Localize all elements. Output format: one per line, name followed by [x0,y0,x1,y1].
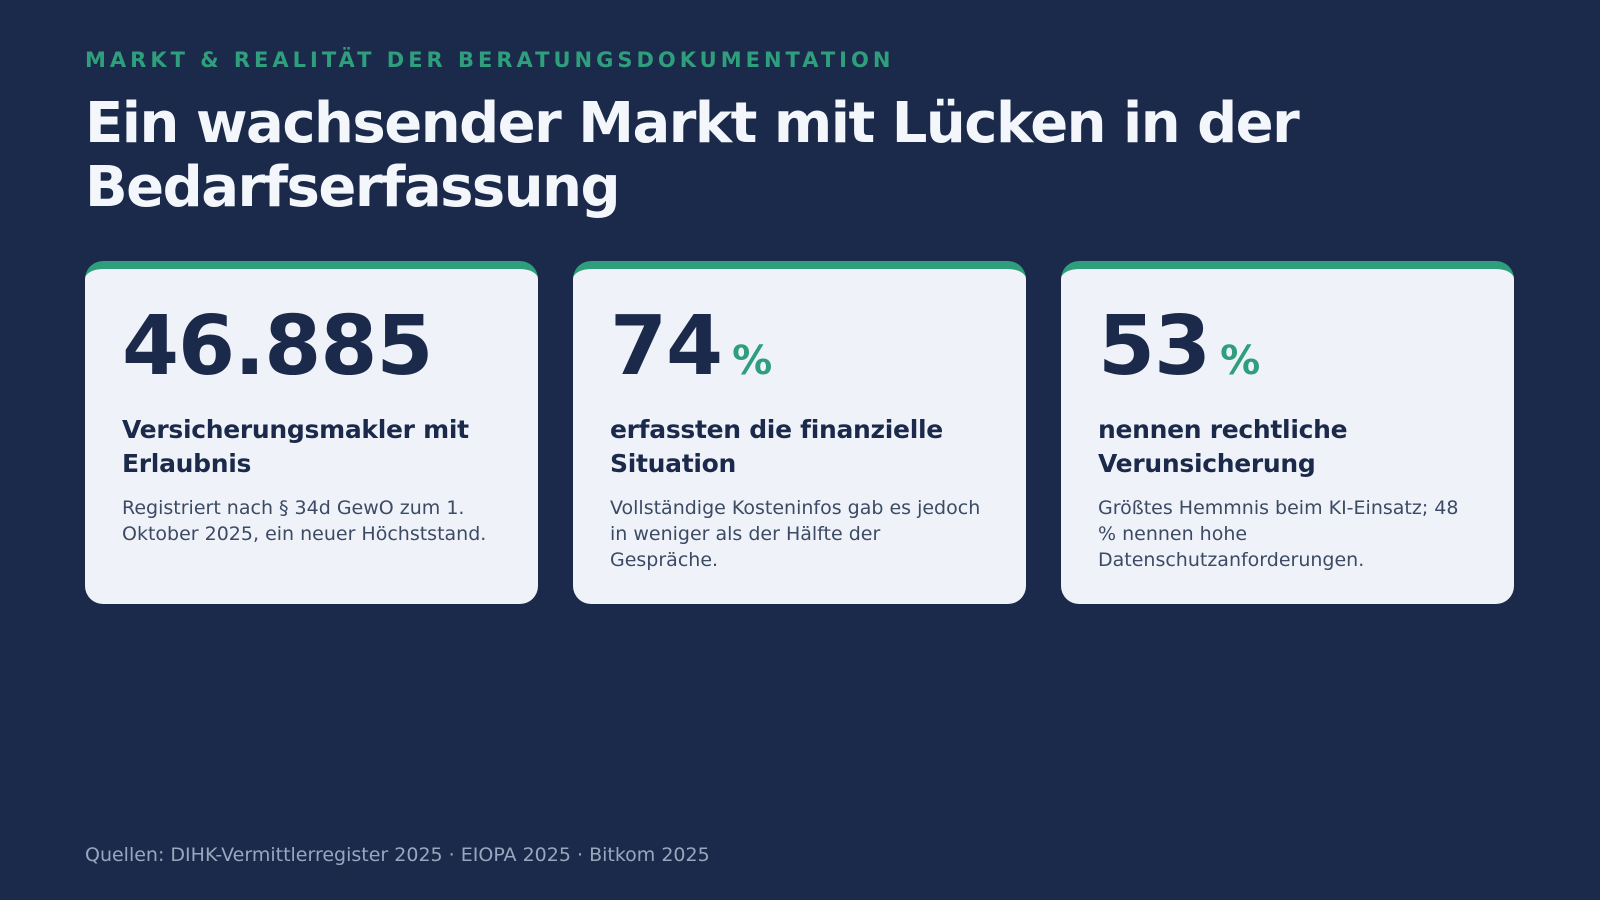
stat-figure: 74 % [610,299,990,394]
stat-description: Registriert nach § 34d GewO zum 1. Oktob… [122,497,487,545]
stat-figure: 53 % [1098,299,1478,394]
stat-description: Größtes Hemmnis beim KI-Einsatz; 48 % ne… [1098,497,1459,571]
sources-footnote: Quellen: DIHK-Vermittlerregister 2025 · … [85,844,710,866]
stat-description: Vollständige Kosteninfos gab es jedoch i… [610,497,981,571]
stat-heading: Versicherungsmakler mit Erlaubnis [122,415,469,478]
stat-heading: erfassten die finanzielle Situation [610,415,943,478]
stat-unit: % [1220,338,1261,384]
stat-unit: % [732,338,773,384]
stat-cards: 46.885 Versicherungsmakler mit Erlaubnis… [85,261,1514,604]
stat-value: 46.885 [122,299,433,394]
stat-value: 74 [610,299,723,394]
page-title: Ein wachsender Markt mit Lücken in der B… [85,91,1300,220]
stat-value: 53 [1098,299,1211,394]
stat-card-brokers: 46.885 Versicherungsmakler mit Erlaubnis… [85,261,538,604]
section-eyebrow: MARKT & REALITÄT DER BERATUNGSDOKUMENTAT… [85,48,895,72]
stat-heading: nennen rechtliche Verunsicherung [1098,415,1348,478]
stat-card-financial-situation: 74 % erfassten die finanzielle Situation… [573,261,1026,604]
stat-card-legal-uncertainty: 53 % nennen rechtliche Verunsicherung Gr… [1061,261,1514,604]
stat-figure: 46.885 [122,299,502,394]
